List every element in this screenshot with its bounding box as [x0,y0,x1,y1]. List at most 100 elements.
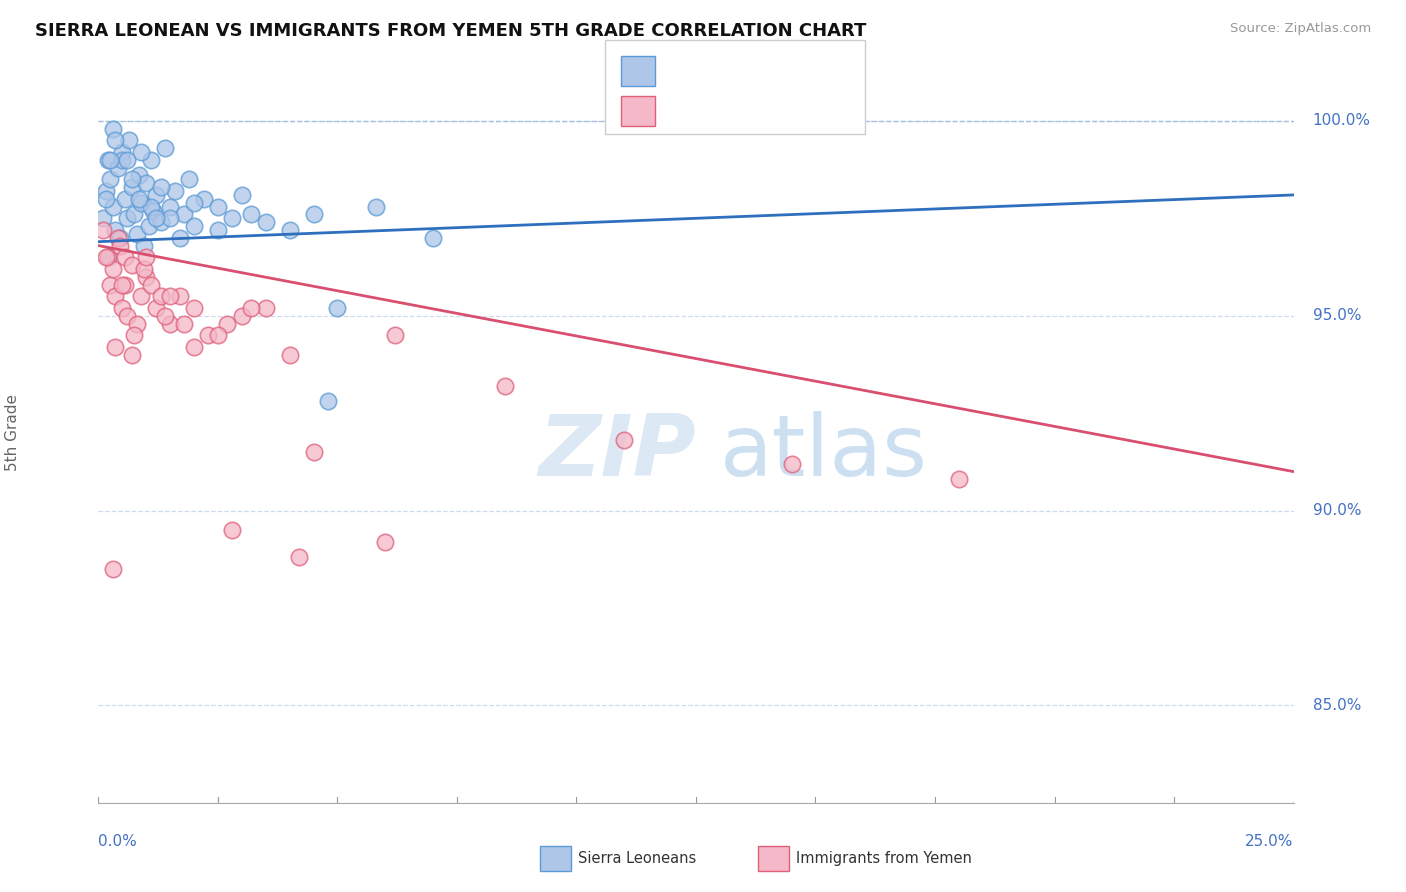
Point [138,219,160,233]
Point [97,153,120,167]
Text: 5th Grade: 5th Grade [4,394,20,471]
Point [302,445,325,459]
Text: ZIP: ZIP [538,410,696,493]
Point [111,301,134,315]
Point [207,200,229,214]
Point [254,215,277,229]
Point [104,133,127,147]
Text: 85.0%: 85.0% [1313,698,1361,713]
Point [142,203,165,218]
Point [780,457,803,471]
Point [115,211,138,226]
Point [124,328,146,343]
Point [108,231,131,245]
Point [135,250,157,264]
Point [107,161,129,175]
Point [104,223,127,237]
Text: SIERRA LEONEAN VS IMMIGRANTS FROM YEMEN 5TH GRADE CORRELATION CHART: SIERRA LEONEAN VS IMMIGRANTS FROM YEMEN … [35,22,866,40]
Text: 25.0%: 25.0% [1246,834,1294,849]
Point [98,277,122,292]
Point [114,192,136,206]
Point [101,200,124,214]
Point [217,317,239,331]
Point [125,227,148,241]
Point [114,250,136,264]
Point [149,180,172,194]
Point [91,211,114,226]
Point [108,238,131,252]
Point [97,250,120,264]
Point [288,550,311,565]
Text: 0.047: 0.047 [702,63,749,78]
Point [183,195,205,210]
Text: 49: 49 [814,103,835,119]
Point [374,534,396,549]
Point [364,200,387,214]
Text: 90.0%: 90.0% [1313,503,1361,518]
Point [278,348,301,362]
Point [240,301,263,315]
Point [231,188,253,202]
Point [121,172,143,186]
Point [145,211,167,226]
Point [197,328,219,343]
Point [101,121,124,136]
Point [193,192,215,206]
Point [163,184,186,198]
Point [98,153,122,167]
Point [111,145,134,159]
Point [149,215,172,229]
Point [240,207,263,221]
Point [135,176,157,190]
Point [221,211,243,226]
Point [145,188,167,202]
Point [183,301,205,315]
Point [131,195,153,210]
Point [124,207,146,221]
Point [118,133,141,147]
Text: 95.0%: 95.0% [1313,309,1361,323]
Point [131,145,153,159]
Point [183,219,205,233]
Point [278,223,301,237]
Point [107,231,129,245]
Point [422,231,444,245]
Text: Source: ZipAtlas.com: Source: ZipAtlas.com [1230,22,1371,36]
Point [98,172,122,186]
Point [183,340,205,354]
Point [207,223,229,237]
Text: 0.0%: 0.0% [98,834,138,849]
Point [139,153,162,167]
Point [115,153,138,167]
Point [104,289,127,303]
Point [316,394,339,409]
Text: N =: N = [752,63,796,78]
Point [169,231,191,245]
Text: Immigrants from Yemen: Immigrants from Yemen [796,851,972,865]
Point [155,309,177,323]
Point [139,277,162,292]
Point [494,379,516,393]
Point [155,141,177,155]
Point [159,289,181,303]
Point [145,301,167,315]
Point [131,289,153,303]
Point [132,262,155,277]
Point [254,301,277,315]
Point [159,200,181,214]
Point [173,207,195,221]
Point [948,472,970,486]
Point [101,262,124,277]
Point [104,340,127,354]
Point [91,223,114,237]
Text: 100.0%: 100.0% [1313,113,1371,128]
Point [613,434,636,448]
Point [114,277,136,292]
Point [101,562,124,576]
Point [159,317,181,331]
Point [125,317,148,331]
Point [115,309,138,323]
Point [97,250,120,264]
Point [302,207,325,221]
Point [135,269,157,284]
